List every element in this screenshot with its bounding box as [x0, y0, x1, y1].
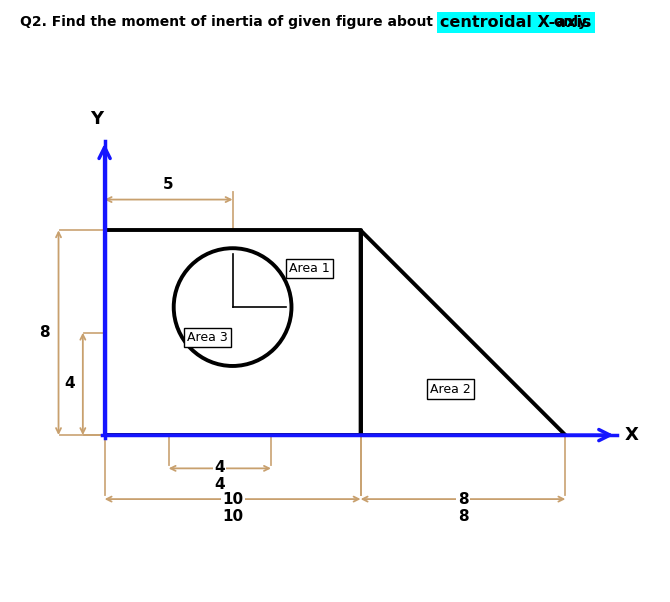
Text: Q2. Find the moment of inertia of given figure about its: Q2. Find the moment of inertia of given …: [20, 15, 462, 29]
Text: 5: 5: [163, 177, 174, 192]
Text: 8: 8: [458, 492, 468, 507]
Text: 4: 4: [64, 376, 75, 391]
Text: 8: 8: [458, 509, 468, 524]
Text: 10: 10: [222, 492, 243, 507]
Text: Area 1: Area 1: [289, 262, 330, 275]
Text: 8: 8: [39, 325, 50, 340]
Text: centroidal X-axis: centroidal X-axis: [440, 15, 592, 30]
Text: X: X: [624, 426, 638, 444]
Text: 10: 10: [222, 509, 243, 524]
Text: 4: 4: [214, 460, 225, 475]
Text: 4: 4: [214, 477, 225, 492]
Text: Area 3: Area 3: [187, 331, 227, 344]
Text: Y: Y: [90, 110, 103, 128]
Text: only.: only.: [549, 15, 592, 29]
Text: Area 2: Area 2: [430, 382, 470, 396]
